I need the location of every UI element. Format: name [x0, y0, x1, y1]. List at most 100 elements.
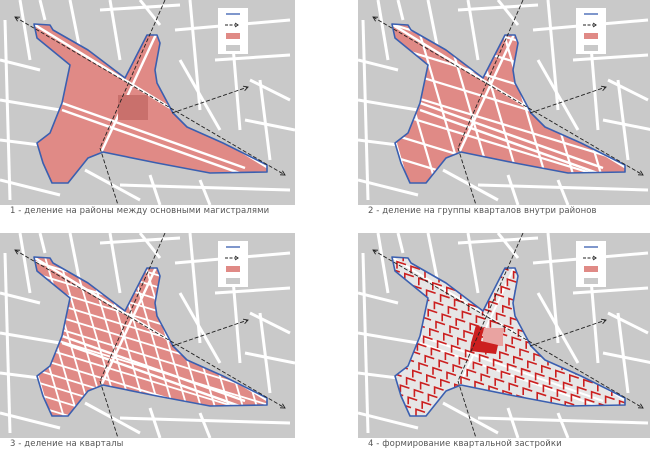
dashed-road: [457, 0, 524, 149]
street: [178, 292, 222, 364]
legend-grey-swatch: [584, 278, 598, 284]
legend-red-swatch: [584, 33, 598, 39]
building: [444, 351, 455, 360]
building: [576, 386, 587, 395]
building: [446, 371, 457, 380]
street: [426, 0, 440, 51]
building: [412, 369, 423, 378]
building: [415, 408, 426, 416]
street: [506, 407, 520, 438]
arrow-head-icon: [14, 16, 21, 22]
main-road: [61, 108, 246, 177]
dashed-arrow: [372, 16, 644, 176]
building: [453, 298, 464, 307]
building: [475, 314, 486, 324]
street: [616, 312, 630, 394]
building: [461, 310, 472, 319]
building: [528, 379, 539, 388]
building: [514, 374, 525, 384]
main-road: [61, 341, 246, 410]
street: [99, 3, 181, 12]
building: [407, 396, 418, 405]
building: [424, 354, 435, 363]
building: [478, 353, 489, 362]
street: [84, 401, 141, 435]
building: [494, 292, 505, 301]
dashed-road: [457, 147, 477, 205]
street: [358, 371, 399, 380]
street: [426, 233, 440, 284]
legend: [576, 8, 606, 54]
building: [480, 373, 491, 382]
street: [616, 79, 630, 161]
street: [3, 19, 12, 201]
building: [472, 361, 483, 370]
main-road: [457, 262, 517, 389]
main-road: [98, 29, 160, 156]
street: [249, 311, 291, 335]
building: [432, 281, 443, 290]
street: [18, 233, 32, 294]
street: [258, 79, 272, 161]
caption-stage-3: 3 - деление на кварталы: [10, 439, 124, 449]
street: [148, 407, 162, 438]
legend: [218, 8, 248, 54]
street: [119, 416, 291, 425]
street: [108, 0, 122, 61]
building: [562, 381, 573, 390]
building: [474, 380, 485, 389]
street: [536, 292, 580, 364]
building: [494, 377, 505, 386]
building: [503, 324, 514, 333]
building: [438, 359, 449, 368]
building: [421, 400, 432, 409]
building: [425, 289, 436, 298]
dashed-arrow: [14, 249, 286, 409]
street: [198, 412, 212, 438]
building: [430, 347, 441, 356]
building: [489, 319, 500, 328]
street: [358, 98, 419, 112]
building: [569, 374, 580, 383]
building: [499, 350, 510, 360]
building: [534, 372, 545, 381]
building: [392, 267, 401, 276]
street: [38, 0, 47, 21]
street: [138, 0, 162, 26]
street: [466, 0, 480, 61]
building: [513, 355, 524, 364]
district-boundary: [33, 256, 268, 417]
building: [443, 332, 454, 341]
building: [583, 378, 594, 387]
street: [442, 401, 499, 435]
main-road: [419, 108, 604, 177]
building: [446, 286, 457, 295]
map-stage-4: [358, 233, 650, 438]
building: [492, 358, 503, 367]
street: [99, 236, 181, 245]
street: [214, 53, 291, 62]
street: [572, 53, 649, 62]
street: [178, 59, 222, 131]
building: [402, 257, 413, 262]
caption-stage-4: 4 - формирование квартальной застройки: [368, 439, 562, 449]
street: [84, 168, 141, 202]
building: [419, 381, 430, 390]
building: [426, 373, 437, 383]
building: [467, 302, 478, 312]
street: [0, 331, 61, 345]
legend-arrow-head-icon: [592, 22, 597, 28]
arrow-head-icon: [279, 170, 286, 176]
dashed-arrow: [529, 86, 607, 114]
panel-stage-3: 3 - деление на кварталы: [0, 233, 295, 452]
map-stage-3: [0, 233, 295, 438]
street: [506, 174, 520, 205]
legend-arrow-head-icon: [234, 255, 239, 261]
street: [244, 118, 295, 132]
arrow-head-icon: [242, 85, 249, 91]
arrow-head-icon: [372, 16, 379, 22]
street: [3, 252, 12, 434]
building: [463, 329, 474, 338]
building: [548, 376, 559, 385]
dashed-road: [457, 380, 477, 438]
